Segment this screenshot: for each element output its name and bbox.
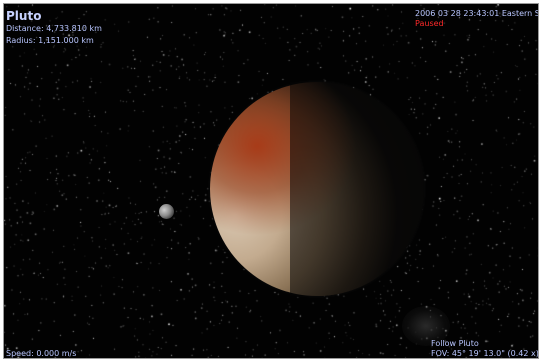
fov-readout: FOV: 45° 19' 13.0" (0.42 x) xyxy=(431,349,539,358)
selected-object-name: Pluto xyxy=(6,9,42,23)
follow-mode-readout: Follow Pluto xyxy=(431,339,479,348)
speed-readout: Speed: 0.000 m/s xyxy=(6,349,77,358)
radius-readout: Radius: 1,151.000 km xyxy=(6,36,94,45)
distance-readout: Distance: 4,733.810 km xyxy=(6,24,102,33)
date-time-readout: 2006 03 28 23:43:01 Eastern S xyxy=(415,9,539,18)
paused-status: Paused xyxy=(415,19,444,28)
distant-nebula xyxy=(402,306,450,346)
moon-charon[interactable] xyxy=(159,204,174,219)
space-view[interactable]: Pluto Distance: 4,733.810 km Radius: 1,1… xyxy=(3,3,539,359)
